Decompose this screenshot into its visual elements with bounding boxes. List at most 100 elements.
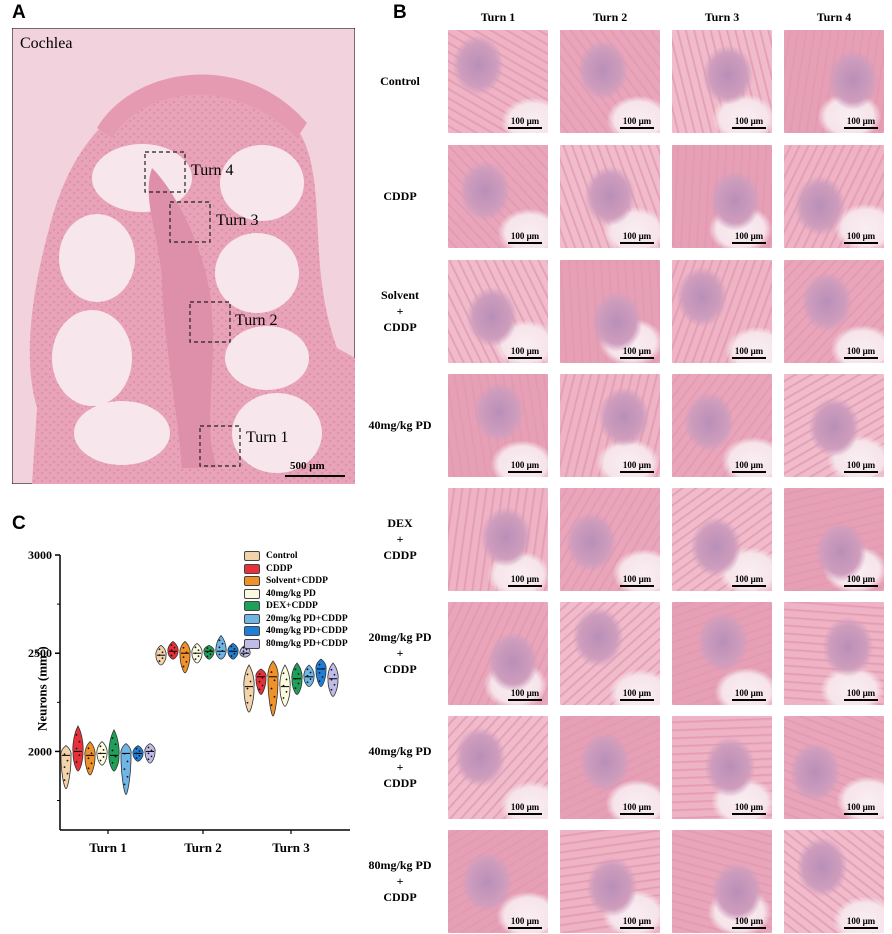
scale-bar: 100 μm [844,916,878,929]
data-point [197,649,200,652]
legend-label: 20mg/kg PD+CDDP [266,613,348,624]
scale-bar-label: 100 μm [510,574,540,584]
scale-bar-label: 100 μm [510,688,540,698]
data-point [123,768,126,771]
data-point [270,671,273,673]
data-point [194,658,197,661]
data-point [206,647,209,650]
data-point [333,673,336,676]
scale-bar-label: 100 μm [622,574,652,584]
legend-item: 20mg/kg PD+CDDP [244,613,348,626]
violin-chart: 2000 2500 3000 Turn 1 Turn 2 Turn 3 [28,548,350,855]
data-point [230,655,233,657]
data-point [258,673,261,675]
micrograph-tile: 100 μm [448,602,548,705]
data-point [63,779,66,782]
row-label: Control [355,73,445,89]
data-point [321,676,324,678]
legend-label: Control [266,551,298,562]
scale-bar-line [732,927,766,929]
micrograph-tile: 100 μm [672,145,772,248]
scale-bar: 100 μm [732,460,766,473]
cochlea-micrograph [12,28,355,484]
legend-label: DEX+CDDP [266,601,318,612]
data-point [206,651,209,654]
scale-bar-label: 100 μm [622,346,652,356]
data-point [197,655,200,658]
data-point [321,667,324,670]
column-header: Turn 2 [592,10,628,24]
scale-bar-label: 100 μm [846,916,876,926]
scale-bar-label: 100 μm [734,916,764,926]
scale-bar-line [508,242,542,244]
data-point [114,755,117,758]
data-point [218,639,221,642]
data-point [182,665,185,668]
micrograph-tile: 100 μm [560,488,660,591]
row-label-line: CDDP [383,776,417,790]
row-label-line: DEX [387,516,413,530]
data-point [218,646,221,649]
data-point [318,663,321,666]
data-point [173,646,176,649]
y-axis-label-text: Neurons (mm [34,655,50,732]
data-point [66,772,69,775]
scale-bar: 100 μm [508,116,542,129]
scale-bar-line [732,242,766,244]
row-label-line: CDDP [383,189,417,203]
scale-bar-label: 100 μm [734,802,764,812]
data-point [273,679,276,682]
data-point [185,651,188,654]
scale-bar-line [844,471,878,473]
scale-bar-line [732,471,766,473]
data-point [285,678,288,681]
scale-bar: 100 μm [508,231,542,244]
scale-bar-label: 100 μm [510,802,540,812]
micrograph-tile: 100 μm [784,374,884,477]
data-point [209,649,212,652]
data-point [245,652,248,654]
data-point [273,695,276,698]
data-point [126,760,129,763]
data-point [182,656,185,659]
scale-bar-line [508,585,542,587]
data-point [249,694,252,697]
data-point [297,673,300,675]
micrograph-tile: 100 μm [784,716,884,819]
scale-bar: 100 μm [732,688,766,701]
scale-bar-label: 100 μm [846,231,876,241]
data-point [242,646,245,649]
scale-bar: 100 μm [620,460,654,473]
violin [167,640,179,660]
scale-bar: 100 μm [844,116,878,129]
data-point [330,668,333,671]
scale-bar-label: 100 μm [510,346,540,356]
violin [179,640,191,674]
data-point [135,757,138,760]
data-point [99,745,102,748]
scale-bar: 100 μm [844,802,878,815]
legend-swatch [244,638,260,649]
data-point [333,683,336,686]
scale-bar-label: 100 μm [846,460,876,470]
scale-bar-label: 100 μm [734,460,764,470]
scale-bar-line [508,927,542,929]
scale-bar-label: 100 μm [846,688,876,698]
data-point [161,657,164,660]
micrograph-tile: 100 μm [560,260,660,363]
scale-bar: 100 μm [844,460,878,473]
row-label: 80mg/kg PD + CDDP [355,857,445,905]
data-point [330,678,333,681]
data-point [258,680,261,683]
micrograph-tile: 100 μm [448,260,548,363]
row-label-line: 20mg/kg PD [368,630,432,644]
violin [327,662,339,697]
data-point [246,701,249,704]
data-point [158,648,161,651]
data-point [99,752,102,755]
data-point [246,673,249,676]
scale-bar-line [620,927,654,929]
micrograph-tile: 100 μm [560,145,660,248]
violin [255,668,267,695]
row-label-line: 40mg/kg PD [368,418,432,432]
